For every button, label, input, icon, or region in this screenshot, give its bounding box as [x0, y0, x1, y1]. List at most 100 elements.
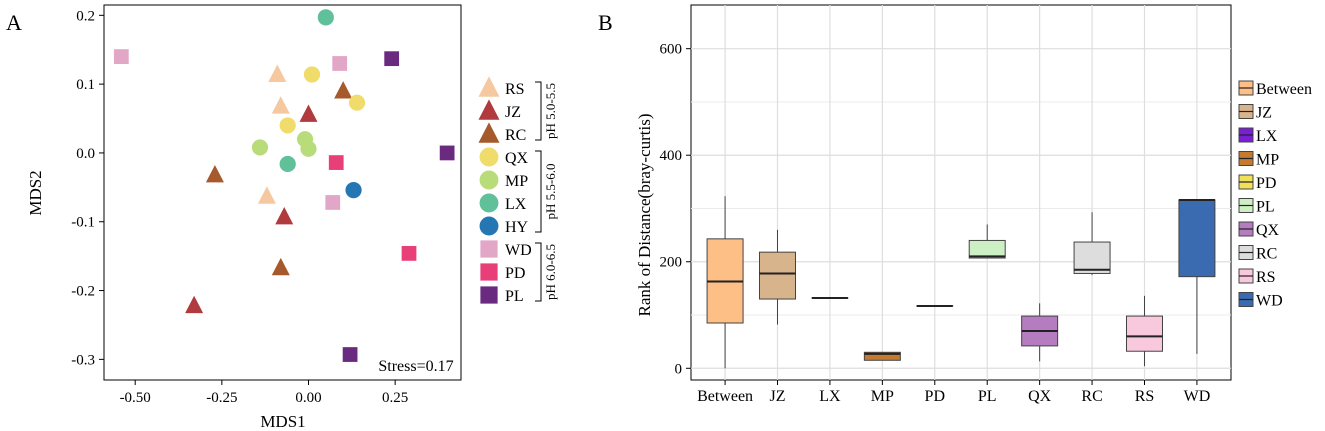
panel-a-y-axis-label: MDS2	[26, 170, 45, 215]
legend-label-hy: HY	[505, 219, 529, 236]
legend-marker-mp	[479, 170, 499, 190]
panel-b-y-tick-label: 200	[660, 255, 683, 271]
legend-marker-rs	[478, 76, 500, 97]
panel-b-x-tick-label: WD	[1184, 388, 1211, 405]
legend-key-wd: WD	[1238, 292, 1283, 310]
panel-a-y-tick-label: -0.1	[71, 215, 95, 231]
panel-b-x-tick-label: RS	[1135, 388, 1155, 405]
legend-label-rs: RS	[505, 81, 525, 98]
legend-label-wd: WD	[1256, 293, 1283, 310]
legend-marker-hy	[479, 216, 499, 236]
panel-a-y-tick-label: 0.1	[76, 77, 95, 93]
box-iqr	[759, 251, 797, 300]
legend-label-rs: RS	[1256, 269, 1276, 286]
panel-b-legend: Between JZ LX MP PD PL QX RC RS WD	[1238, 80, 1312, 310]
legend-key-rc: RC	[1238, 245, 1277, 263]
legend-label-qx: QX	[1256, 222, 1280, 239]
box-jz	[759, 229, 797, 325]
box-wd	[1178, 198, 1216, 354]
stress-annotation: Stress=0.17	[378, 358, 453, 375]
scatter-point-qx	[303, 66, 321, 83]
scatter-point-mp	[300, 140, 317, 157]
panel-b-x-tick-label: MP	[871, 388, 894, 405]
legend-marker-pd	[480, 263, 498, 281]
legend-group-bracket	[535, 242, 542, 302]
panel-b-boxes	[706, 196, 1216, 369]
scatter-point-pd	[401, 246, 417, 261]
scatter-point-rs	[257, 186, 276, 204]
legend-group-bracket	[535, 81, 542, 141]
panel-b-label: B	[598, 10, 613, 35]
legend-key-between: Between	[1238, 80, 1312, 98]
legend-label-wd: WD	[505, 242, 532, 259]
panel-a-plot-frame	[103, 4, 462, 381]
scatter-point-jz	[299, 104, 318, 122]
panel-a-y-tick-label: -0.2	[71, 284, 95, 300]
panel-b-x-tick-label: RC	[1081, 388, 1102, 405]
panel-b-y-tick-label: 400	[660, 148, 683, 164]
panel-b-x-tick-label: QX	[1028, 388, 1052, 405]
legend-marker-lx	[479, 193, 499, 213]
scatter-point-pl	[439, 145, 455, 161]
panel-a-x-ticks: -0.50 -0.25 0.00 0.25	[120, 380, 408, 406]
box-iqr	[968, 239, 1006, 259]
panel-b-x-tick-label: PD	[925, 388, 945, 405]
panel-b-x-ticks: Between JZ LX MP PD PL QX RC RS WD	[697, 380, 1210, 405]
box-pl	[968, 224, 1006, 259]
panel-a-scatter: A 0.2 0.1 0.0 -0.1 -0.2 -0.3 -0.50 -0.25 0.00 0.…	[6, 4, 558, 431]
legend-marker-wd	[480, 240, 498, 258]
legend-label-mp: MP	[505, 173, 528, 190]
panel-a-x-tick-label: -0.50	[120, 390, 151, 406]
legend-label-pd: PD	[1256, 175, 1276, 192]
scatter-point-jz	[275, 206, 294, 225]
box-between	[706, 196, 744, 369]
legend-group-label: pH 5.0-5.5	[543, 83, 558, 139]
panel-a-label: A	[6, 10, 22, 35]
legend-label-pl: PL	[1256, 199, 1275, 216]
panel-a-y-tick-label: -0.3	[71, 352, 95, 368]
legend-key-rs: RS	[1238, 268, 1276, 286]
box-iqr	[1073, 241, 1111, 274]
panel-a-y-tick-label: 0.0	[76, 146, 95, 162]
box-rs	[1125, 295, 1163, 367]
scatter-point-rc	[271, 257, 290, 276]
box-iqr	[863, 351, 901, 361]
panel-a-y-ticks: 0.2 0.1 0.0 -0.1 -0.2 -0.3	[71, 8, 104, 368]
scatter-point-pl	[342, 347, 358, 362]
scatter-point-wd	[332, 56, 348, 71]
panel-b-y-ticks: 0 200 400 600	[660, 42, 691, 377]
legend-label-between: Between	[1256, 81, 1312, 98]
panel-b-y-tick-label: 600	[660, 42, 683, 58]
legend-label-jz: JZ	[1256, 105, 1272, 122]
legend-label-rc: RC	[505, 127, 526, 144]
panel-b-x-tick-label: JZ	[770, 388, 786, 405]
box-iqr	[1125, 315, 1163, 352]
scatter-point-qx	[348, 94, 366, 111]
panel-a-legend: RS JZ RC QX MP LX HY WD PD PL pH 5.0-5.5 pH 5.5-6.0…	[478, 76, 558, 305]
legend-marker-pl	[480, 286, 498, 304]
legend-label-qx: QX	[505, 150, 529, 167]
panel-b-x-tick-label: LX	[819, 388, 841, 405]
panel-a-points	[113, 9, 455, 362]
scatter-point-rs	[268, 64, 287, 82]
legend-key-pl: PL	[1238, 198, 1275, 216]
legend-key-jz: JZ	[1238, 104, 1272, 122]
scatter-point-wd	[325, 195, 341, 210]
legend-label-lx: LX	[1256, 128, 1278, 145]
scatter-point-mp	[251, 139, 269, 156]
legend-label-lx: LX	[505, 196, 527, 213]
panel-b-x-tick-label: PL	[978, 388, 997, 405]
legend-group-label: pH 5.5-6.0	[543, 164, 558, 220]
legend-label-rc: RC	[1256, 246, 1277, 263]
box-iqr	[1178, 199, 1216, 278]
scatter-point-rs	[271, 96, 290, 114]
scatter-point-qx	[279, 117, 296, 134]
legend-label-pd: PD	[505, 265, 525, 282]
scatter-point-pl	[384, 51, 400, 67]
scatter-point-wd	[113, 49, 129, 64]
scatter-point-hy	[345, 181, 362, 199]
panel-a-x-tick-label: 0.25	[382, 390, 408, 406]
legend-marker-jz	[478, 99, 500, 120]
panel-a-x-tick-label: -0.25	[206, 390, 237, 406]
legend-marker-qx	[479, 147, 499, 167]
